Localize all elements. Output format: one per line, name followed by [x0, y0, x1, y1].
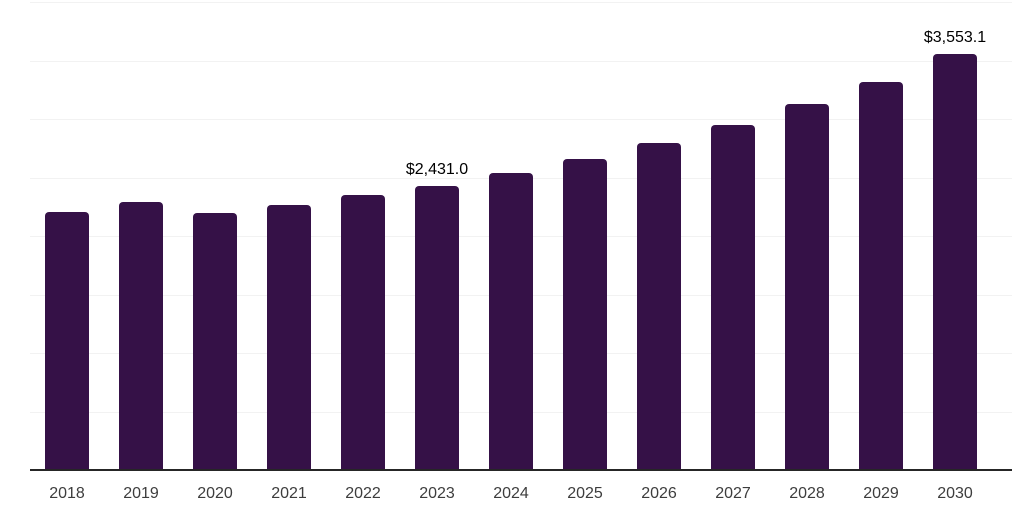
x-tick-label: 2029 [863, 485, 899, 502]
x-tick-label: 2026 [641, 485, 677, 502]
x-tick-label: 2018 [49, 485, 85, 502]
bar-2020 [193, 212, 237, 470]
bar-2027 [711, 125, 755, 470]
bar-2021 [267, 204, 311, 470]
bar-2019 [119, 202, 163, 470]
x-tick-label: 2023 [419, 485, 455, 502]
x-axis-line [30, 469, 1012, 471]
bar-2018 [45, 212, 89, 470]
gridline [30, 60, 1012, 62]
bar-value-label: $3,553.1 [923, 29, 987, 47]
bar-2025 [563, 159, 607, 470]
gridline [30, 119, 1012, 120]
bar-2024 [489, 172, 533, 470]
x-tick-label: 2025 [567, 485, 603, 502]
x-tick-label: 2019 [123, 485, 159, 502]
bar-2029 [859, 81, 903, 470]
gridline [30, 2, 1012, 3]
x-tick-label: 2020 [197, 485, 233, 502]
bar-2028 [785, 104, 829, 470]
x-tick-label: 2030 [937, 485, 973, 502]
x-tick-label: 2024 [493, 485, 529, 502]
bar-2023 [415, 185, 459, 470]
x-tick-label: 2022 [345, 485, 381, 502]
bar-2022 [341, 195, 385, 470]
x-tick-label: 2027 [715, 485, 751, 502]
x-tick-label: 2021 [271, 485, 307, 502]
bar-2026 [637, 142, 681, 470]
bar-value-label: $2,431.0 [405, 160, 469, 178]
x-tick-label: 2028 [789, 485, 825, 502]
bar-2030 [933, 54, 977, 470]
